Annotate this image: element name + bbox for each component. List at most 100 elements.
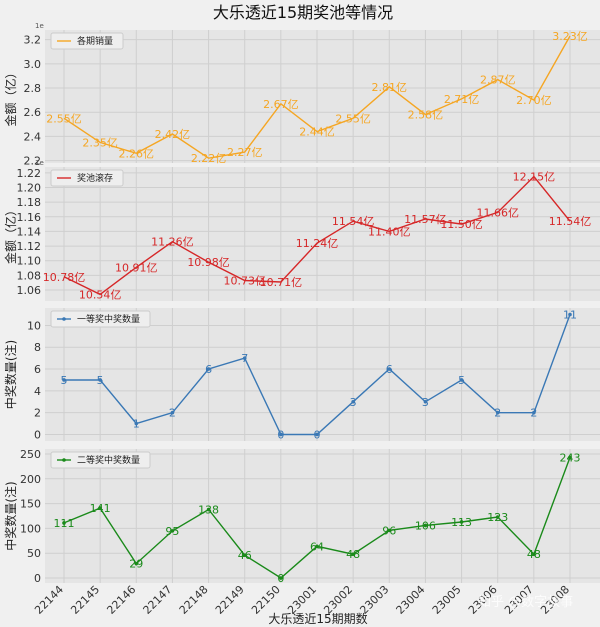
data-label: 96: [382, 524, 396, 537]
legend-label: 一等奖中奖数量: [77, 313, 140, 325]
legend-label: 奖池滚存: [77, 172, 113, 184]
data-label: 6: [386, 363, 393, 376]
data-label: 48: [346, 548, 360, 561]
data-point: [387, 367, 392, 371]
data-label: 123: [487, 511, 508, 524]
y-tick-label: 2.4: [24, 130, 42, 143]
data-point: [206, 507, 211, 512]
data-point: [568, 455, 572, 460]
data-point: [170, 529, 175, 533]
data-point: [62, 378, 66, 382]
panel-3: 0 2 4 6 8 10 中奖数量(注) 5 5 1 2 6 7 0 0 3 6 3 5 2 2 11 一等奖中奖数量: [3, 308, 600, 441]
data-label: 0: [277, 428, 284, 441]
y-tick-label: 1.06: [17, 284, 42, 297]
data-label: 10.98亿: [187, 256, 230, 269]
data-label: 12.15亿: [513, 171, 556, 184]
data-label: 2.58亿: [408, 109, 444, 122]
data-label: 0: [314, 428, 321, 441]
y-tick-label: 1.16: [17, 211, 42, 224]
y-axis-label: 中奖数量(注): [3, 481, 18, 550]
data-point: [387, 528, 392, 533]
data-label: 2: [530, 407, 537, 420]
data-label: 2.22亿: [191, 152, 227, 165]
data-point: [242, 356, 247, 360]
y-tick-label: 2.2: [24, 155, 42, 168]
data-label: 2.81亿: [372, 81, 408, 94]
data-label: 3.23亿: [552, 30, 588, 43]
data-label: 11.24亿: [296, 237, 339, 250]
data-label: 2.67亿: [263, 98, 299, 111]
data-label: 2.55亿: [335, 112, 371, 125]
watermark: 知乎 @数字故事: [478, 594, 573, 610]
data-label: 106: [415, 519, 436, 532]
chart-title: 大乐透近15期奖池等情况: [213, 3, 393, 22]
data-point: [134, 561, 139, 566]
data-label: 5: [61, 374, 68, 387]
y-tick-label: 1.14: [17, 225, 42, 238]
data-label: 3: [422, 396, 429, 409]
data-point: [423, 523, 428, 528]
data-label: 46: [238, 549, 252, 562]
data-point: [315, 544, 319, 549]
data-label: 11.50亿: [440, 218, 483, 231]
data-label: 11.57亿: [404, 213, 447, 226]
data-label: 2.42亿: [155, 128, 191, 141]
data-label: 29: [129, 558, 143, 571]
data-label: 2.87亿: [480, 74, 516, 87]
y-tick-label: 0: [34, 428, 41, 441]
y-tick-label: 100: [20, 522, 41, 535]
y-tick-label: 150: [20, 498, 41, 511]
data-point: [351, 399, 355, 404]
data-point: [279, 432, 283, 437]
data-label: 7: [241, 352, 248, 365]
data-point: [495, 515, 500, 519]
data-label: 6: [205, 363, 212, 376]
legend-box: [50, 310, 151, 328]
y-tick-label: 2.8: [24, 82, 42, 95]
panel-4: 0 50 100 150 200 250 中奖数量(注) 111 141 29 95 138 46 0 64…: [3, 448, 600, 585]
y-tick-label: 1.22: [17, 167, 42, 180]
data-label: 243: [560, 451, 581, 464]
data-label: 10.91亿: [115, 261, 158, 274]
data-label: 11.26亿: [151, 236, 194, 249]
y-tick-label: 1.18: [17, 196, 42, 209]
data-point: [279, 576, 283, 580]
data-label: 48: [527, 548, 541, 561]
y-tick-label: 1.10: [17, 255, 42, 268]
y-tick-label: 4: [34, 385, 41, 398]
data-label: 138: [198, 504, 219, 517]
y-tick-label: 6: [34, 363, 41, 376]
data-point: [351, 552, 355, 557]
y-tick-label: 3.0: [24, 58, 42, 71]
data-label: 2.35亿: [82, 136, 118, 149]
y-tick-label: 1.20: [17, 182, 42, 195]
data-point: [459, 520, 464, 524]
data-label: 3: [350, 396, 357, 409]
y-axis-label: 中奖数量(注): [3, 340, 18, 409]
data-label: 2.27亿: [227, 146, 263, 159]
data-label: 113: [451, 516, 472, 529]
data-label: 5: [97, 374, 104, 387]
legend-marker: [62, 317, 66, 321]
y-axis-label: 金额（亿）: [3, 66, 18, 126]
data-point: [98, 506, 102, 510]
data-label: 2.26亿: [119, 147, 155, 160]
data-label: 11.66亿: [476, 206, 519, 219]
legend-box: [50, 451, 151, 469]
y-tick-label: 1.08: [17, 269, 42, 282]
plot-area: [45, 308, 600, 441]
x-axis-label: 大乐透近15期期数: [268, 611, 367, 626]
y-tick-label: 250: [20, 448, 41, 461]
data-point: [423, 399, 428, 404]
y-offset-text: 1e: [35, 22, 44, 30]
data-label: 64: [310, 540, 324, 553]
y-tick-label: 50: [27, 547, 41, 560]
series-line: [63, 175, 571, 296]
data-point: [532, 410, 536, 415]
data-point: [568, 312, 572, 317]
y-offset-text: 1e: [35, 159, 44, 167]
data-label: 111: [54, 517, 75, 530]
